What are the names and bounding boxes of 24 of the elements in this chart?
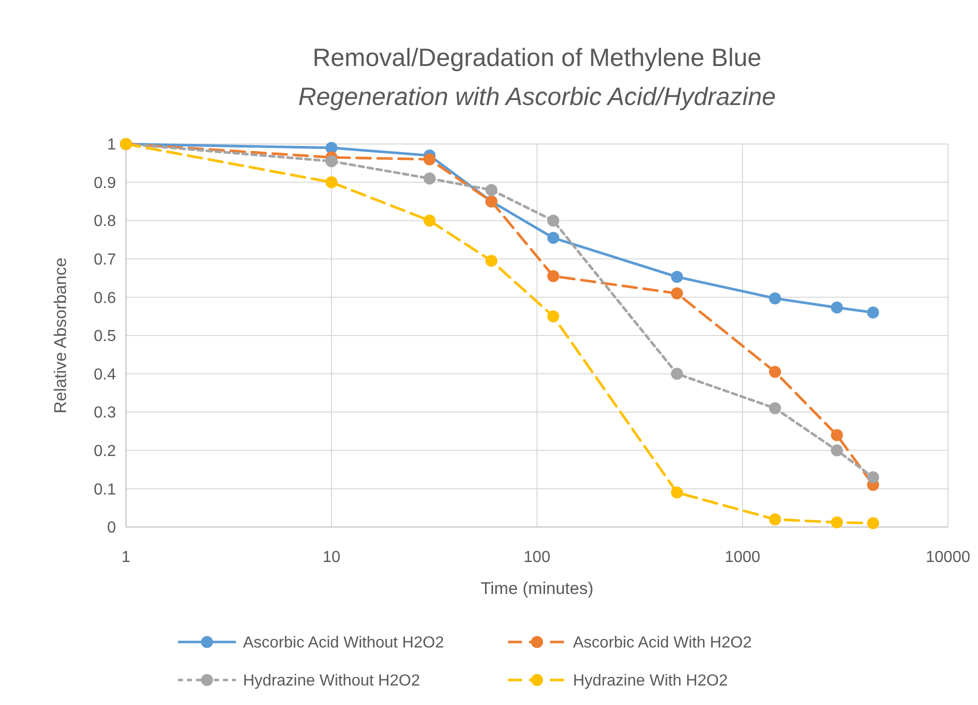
y-tick-label: 0 [107,520,116,537]
chart-title: Removal/Degradation of Methylene Blue [312,44,762,72]
y-tick-label: 0.6 [94,290,116,307]
x-tick-label: 10000 [926,549,970,566]
y-tick-label: 0.8 [94,213,116,230]
x-tick-label: 1 [122,549,131,566]
x-axis-title: Time (minutes) [480,579,594,598]
y-tick-label: 0.7 [94,252,116,268]
legend-label: Ascorbic Acid With H2O2 [573,634,752,652]
legend-label: Hydrazine Without H2O2 [243,672,420,690]
y-tick-label: 1 [107,136,116,154]
y-tick-label: 0.4 [94,366,116,384]
x-tick-label: 10 [322,549,340,566]
legend-label: Ascorbic Acid Without H2O2 [243,634,444,652]
x-tick-label: 100 [524,549,550,566]
y-tick-label: 0.3 [94,404,116,422]
x-tick-label: 1000 [724,549,760,566]
y-tick-label: 0.5 [94,328,116,346]
y-tick-label: 0.9 [94,174,116,192]
y-tick-label: 0.2 [94,443,116,460]
chart-subtitle: Regeneration with Ascorbic Acid/Hydrazine [298,83,776,111]
y-axis-title: Relative Absorbance [51,258,70,414]
y-tick-label: 0.1 [94,481,116,498]
legend-label: Hydrazine With H2O2 [573,672,728,690]
